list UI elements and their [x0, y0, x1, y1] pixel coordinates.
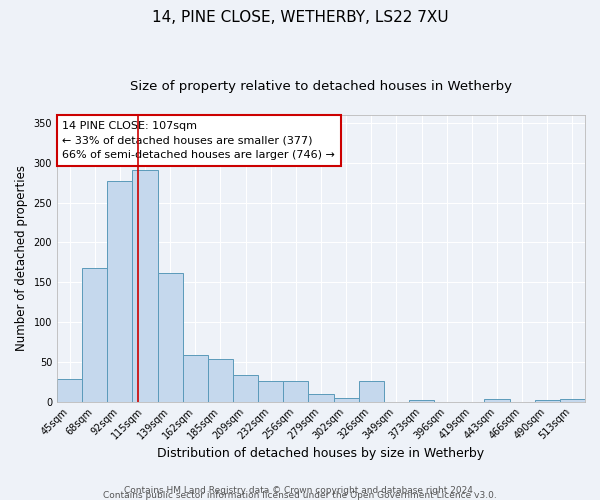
- Bar: [133, 170, 158, 402]
- Bar: [359, 381, 384, 402]
- Title: Size of property relative to detached houses in Wetherby: Size of property relative to detached ho…: [130, 80, 512, 93]
- Bar: [560, 400, 585, 402]
- Bar: [233, 376, 258, 402]
- Bar: [308, 394, 334, 402]
- X-axis label: Distribution of detached houses by size in Wetherby: Distribution of detached houses by size …: [157, 447, 485, 460]
- Bar: [409, 400, 434, 402]
- Bar: [334, 398, 359, 402]
- Text: Contains HM Land Registry data © Crown copyright and database right 2024.: Contains HM Land Registry data © Crown c…: [124, 486, 476, 495]
- Bar: [283, 381, 308, 402]
- Text: Contains public sector information licensed under the Open Government Licence v3: Contains public sector information licen…: [103, 490, 497, 500]
- Bar: [535, 400, 560, 402]
- Y-axis label: Number of detached properties: Number of detached properties: [15, 166, 28, 352]
- Bar: [158, 272, 183, 402]
- Bar: [258, 381, 283, 402]
- Bar: [82, 268, 107, 402]
- Text: 14, PINE CLOSE, WETHERBY, LS22 7XU: 14, PINE CLOSE, WETHERBY, LS22 7XU: [152, 10, 448, 25]
- Bar: [484, 400, 509, 402]
- Text: 14 PINE CLOSE: 107sqm
← 33% of detached houses are smaller (377)
66% of semi-det: 14 PINE CLOSE: 107sqm ← 33% of detached …: [62, 120, 335, 160]
- Bar: [57, 378, 82, 402]
- Bar: [208, 360, 233, 402]
- Bar: [183, 354, 208, 402]
- Bar: [107, 181, 133, 402]
